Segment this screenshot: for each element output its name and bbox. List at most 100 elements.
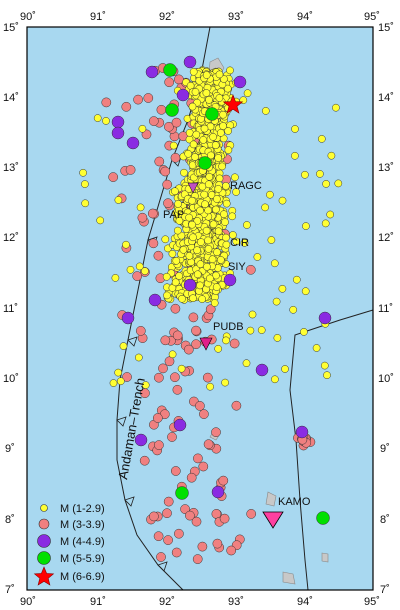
- quake-m1: [135, 262, 144, 271]
- quake-m3: [163, 496, 174, 507]
- lon-tick-label: 91˚: [90, 596, 106, 608]
- quake-m5: [205, 107, 219, 121]
- quake-m3: [199, 409, 209, 419]
- quake-m4: [173, 418, 187, 432]
- quake-m1: [102, 117, 110, 125]
- quake-m1: [218, 162, 226, 171]
- quake-m4: [211, 485, 225, 499]
- station-label-cir: CIR: [230, 237, 249, 249]
- quake-m1: [213, 248, 221, 257]
- quake-m1: [266, 190, 274, 199]
- island-shape: [282, 571, 296, 585]
- quake-m1: [231, 173, 239, 182]
- quake-m1: [222, 240, 231, 249]
- quake-m1: [222, 199, 231, 208]
- quake-m3: [164, 77, 175, 88]
- quake-m1: [232, 188, 240, 196]
- lat-tick-label: 7˚: [5, 584, 15, 596]
- lat-tick-label: 8˚: [5, 514, 15, 526]
- quake-m3: [139, 455, 150, 466]
- quake-m1: [179, 245, 188, 254]
- quake-m1: [111, 274, 120, 282]
- legend-label: M (3-3.9): [60, 519, 105, 531]
- quake-m3: [172, 384, 183, 395]
- right-axis-labels: 15˚ 14˚ 13˚ 12˚ 11˚ 10˚ 9˚ 8˚ 7˚: [378, 22, 394, 596]
- quake-m3: [174, 528, 184, 539]
- quake-m1: [278, 284, 287, 293]
- quake-m1: [205, 96, 213, 104]
- quake-m4: [126, 136, 140, 150]
- quake-m1: [79, 168, 87, 177]
- quake-m1: [243, 221, 251, 229]
- lat-tick-label: 9˚: [380, 443, 390, 455]
- quake-m1: [323, 371, 331, 380]
- quake-m3: [170, 466, 181, 476]
- quake-m3: [193, 453, 203, 464]
- quake-m1: [197, 238, 205, 246]
- quake-m3: [197, 541, 208, 552]
- quake-m1: [281, 365, 289, 373]
- quake-m3: [246, 509, 257, 519]
- quake-m5: [163, 63, 177, 77]
- quake-m1: [317, 135, 326, 143]
- quake-m1: [206, 382, 214, 391]
- quake-m3: [162, 508, 172, 519]
- quake-m1: [300, 328, 308, 336]
- quake-m1: [175, 216, 184, 225]
- quake-m1: [208, 255, 217, 264]
- quake-m1: [222, 182, 230, 190]
- quake-m1: [198, 295, 206, 303]
- quake-m1: [273, 334, 282, 342]
- quake-m3: [218, 475, 229, 486]
- quake-m1: [261, 203, 269, 212]
- quake-m1: [178, 294, 186, 303]
- quake-m1: [219, 122, 227, 130]
- lon-tick-label: 92˚: [159, 596, 175, 608]
- quake-m1: [253, 253, 262, 261]
- quake-m1: [204, 236, 212, 245]
- legend-label: M (5-5.9): [60, 553, 105, 565]
- island-shape: [321, 552, 329, 563]
- quake-m3: [170, 152, 181, 163]
- quake-m1: [291, 125, 299, 133]
- quake-m1: [248, 310, 257, 319]
- quake-m1: [223, 84, 232, 93]
- quake-m3: [143, 93, 154, 103]
- quake-m1: [215, 174, 224, 183]
- lat-tick-label: 15˚: [378, 22, 394, 34]
- quake-m3: [158, 363, 168, 374]
- station-label-siy: SIY: [228, 261, 246, 273]
- quake-m3: [153, 531, 164, 542]
- quake-m1: [168, 350, 177, 359]
- quake-m1: [188, 196, 196, 205]
- quake-m1: [193, 246, 201, 255]
- quake-m3: [226, 545, 237, 556]
- quake-m1: [109, 379, 118, 387]
- quake-m3: [229, 338, 240, 349]
- quake-m3: [154, 156, 165, 167]
- quake-m3: [172, 330, 183, 341]
- quake-m1: [327, 151, 336, 160]
- quake-m1: [204, 206, 212, 215]
- quake-m1: [301, 287, 310, 296]
- quake-m1: [114, 368, 123, 377]
- quake-m4: [223, 273, 237, 287]
- legend-label: M (4-4.9): [60, 536, 105, 548]
- quake-m3: [198, 461, 209, 472]
- quake-m3: [170, 372, 180, 383]
- quake-m1: [188, 220, 196, 229]
- quake-m4: [318, 311, 332, 325]
- quake-m4: [111, 115, 125, 129]
- quake-m1: [272, 297, 281, 306]
- quake-m1: [188, 102, 197, 111]
- bottom-axis-labels: 90˚ 91˚ 92˚ 93˚ 94˚ 95˚: [20, 596, 380, 608]
- quake-m1: [119, 342, 128, 350]
- quake-m1: [116, 377, 125, 386]
- quake-m3: [148, 116, 159, 126]
- quake-m3: [108, 172, 119, 182]
- quake-m3: [132, 271, 143, 281]
- quake-m1: [312, 344, 321, 352]
- station-label-kamo: KAMO: [278, 496, 311, 508]
- quake-m3: [153, 250, 164, 261]
- top-axis-labels: 90˚ 91˚ 92˚ 93˚ 94˚ 95˚: [20, 11, 380, 23]
